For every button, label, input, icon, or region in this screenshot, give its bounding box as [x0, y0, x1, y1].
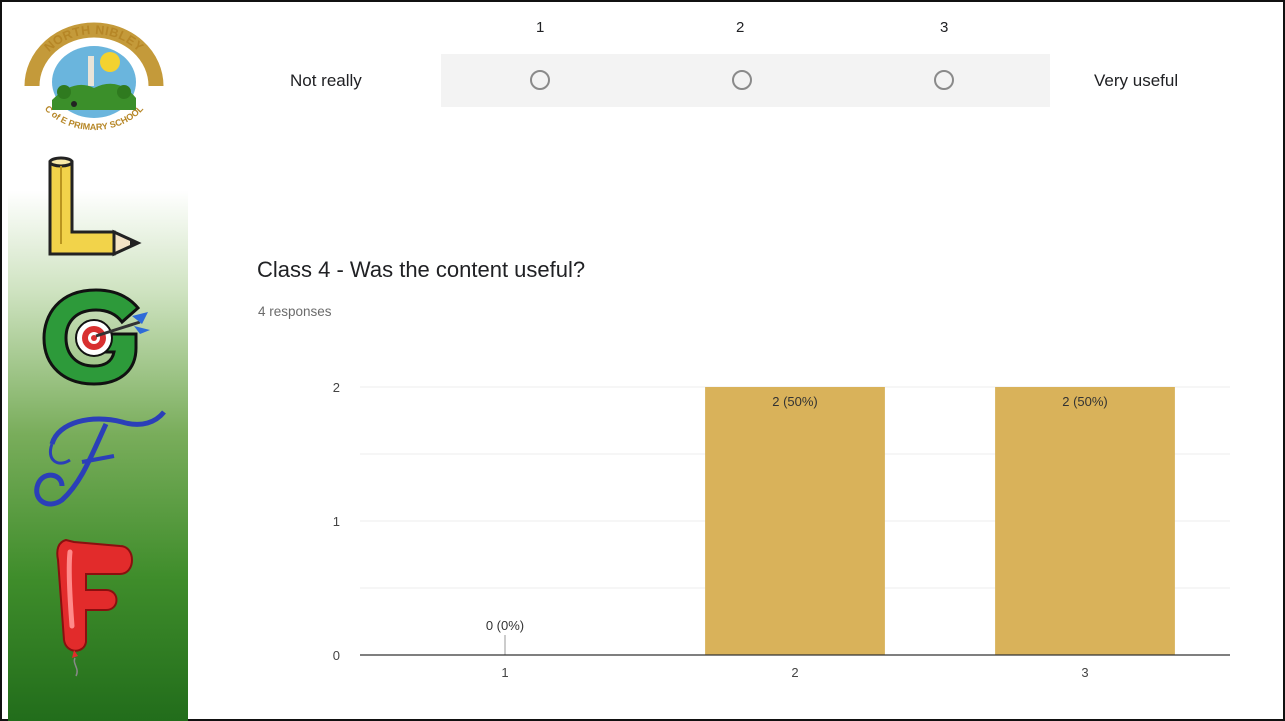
scale-number-1: 1	[536, 19, 545, 36]
sidebar: NORTH NIBLEY C of E PRIMARY SCHOOL	[8, 4, 188, 721]
y-tick-label: 1	[333, 514, 340, 529]
school-logo: NORTH NIBLEY C of E PRIMARY SCHOOL	[24, 22, 164, 132]
scale-number-3: 3	[940, 19, 949, 36]
scale-number-2: 2	[736, 19, 745, 36]
x-tick-label: 2	[791, 665, 798, 680]
bar-data-label: 2 (50%)	[772, 394, 818, 409]
letter-l-pencil-icon	[48, 156, 142, 257]
bar	[995, 387, 1175, 655]
question-title: Class 4 - Was the content useful?	[257, 257, 586, 282]
response-count: 4 responses	[258, 304, 332, 319]
bar-data-label: 0 (0%)	[486, 618, 524, 633]
y-tick-label: 0	[333, 648, 340, 663]
scale-low-label: Not really	[290, 71, 362, 90]
letter-g-target-icon	[42, 288, 150, 386]
x-tick-label: 3	[1081, 665, 1088, 680]
scale-radio-1[interactable]	[530, 70, 550, 90]
scale-high-label: Very useful	[1094, 71, 1179, 90]
y-tick-label: 2	[333, 380, 340, 395]
bar-chart: 0 1 2 0 (0%) 1 2 (50%) 2 2 (50%) 3	[333, 380, 1230, 680]
scale-radio-2[interactable]	[732, 70, 752, 90]
letter-f-balloon-icon	[56, 538, 133, 677]
scale-radio-3[interactable]	[934, 70, 954, 90]
x-tick-label: 1	[501, 665, 508, 680]
bar	[705, 387, 885, 655]
letter-f-script-icon	[34, 410, 166, 507]
bar-data-label: 2 (50%)	[1062, 394, 1108, 409]
